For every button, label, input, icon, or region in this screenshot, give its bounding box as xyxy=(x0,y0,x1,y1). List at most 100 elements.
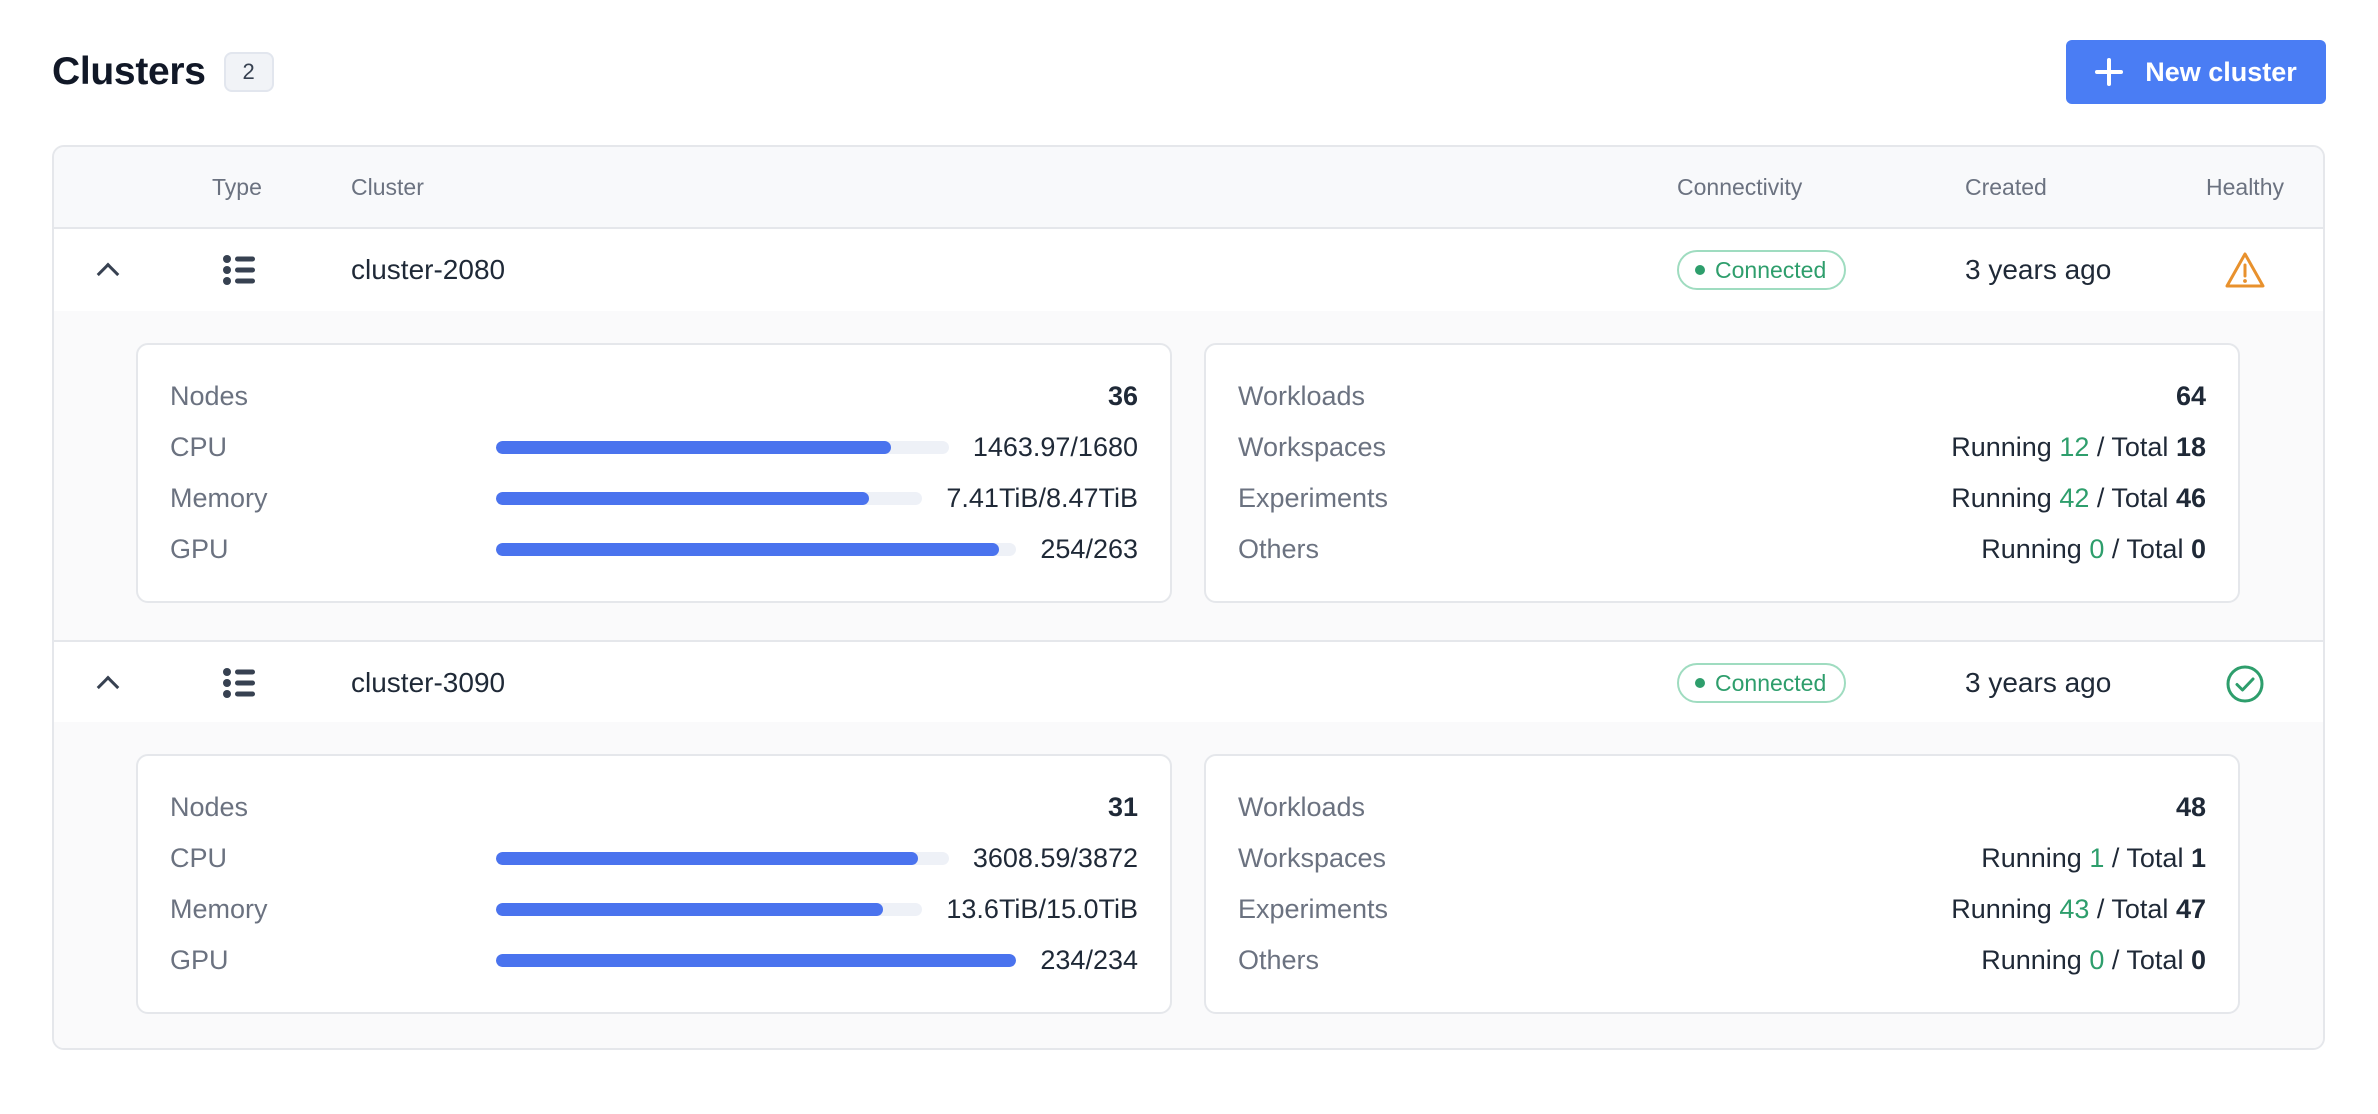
workspaces-label: Workspaces xyxy=(1238,842,1387,873)
connectivity-badge: Connected xyxy=(1677,663,1847,703)
running-count: 0 xyxy=(2089,533,2105,564)
cpu-value: 1463.97/1680 xyxy=(972,431,1138,462)
plus-icon xyxy=(2095,58,2124,86)
memory-value: 13.6TiB/15.0TiB xyxy=(946,893,1138,924)
running-count: 0 xyxy=(2089,944,2105,975)
running-label: Running xyxy=(1951,482,2052,513)
memory-bar-fill xyxy=(496,491,870,505)
cpu-label: CPU xyxy=(170,842,228,873)
others-value: Running 0 / Total 0 xyxy=(1981,945,2206,976)
gpu-usage: 234/234 xyxy=(496,940,1138,980)
nodes-value: 31 xyxy=(1107,791,1138,822)
running-label: Running xyxy=(1981,944,2082,975)
workspaces-label: Workspaces xyxy=(1238,431,1387,462)
cpu-row: CPU xyxy=(170,427,1138,467)
status-dot-icon xyxy=(1695,678,1705,688)
created-time: 3 years ago xyxy=(1965,667,2112,698)
cpu-value: 3608.59/3872 xyxy=(972,842,1138,873)
status-dot-icon xyxy=(1695,265,1705,275)
gpu-bar-track xyxy=(496,542,1017,556)
workload-panel: Workloads 48 Workspaces Running 1 / Tota… xyxy=(1204,754,2240,1014)
total-count: 0 xyxy=(2190,533,2206,564)
column-header-cluster: Cluster xyxy=(351,174,424,200)
table-row[interactable]: cluster-2080 Connected 3 years ago xyxy=(54,229,2323,311)
others-row: Others Running 0 / Total 0 xyxy=(1238,940,2206,980)
nodes-label: Nodes xyxy=(170,380,249,411)
cpu-bar-fill xyxy=(496,440,891,454)
cpu-bar-track xyxy=(496,440,949,454)
gpu-value: 254/263 xyxy=(1040,533,1138,564)
running-label: Running xyxy=(1951,893,2052,924)
page-title: Clusters xyxy=(52,50,206,93)
others-row: Others Running 0 / Total 0 xyxy=(1238,529,2206,569)
column-header-type: Type xyxy=(212,174,262,200)
total-label: / Total xyxy=(2096,893,2169,924)
table-row[interactable]: cluster-3090 Connected 3 years ago xyxy=(54,640,2323,722)
running-label: Running xyxy=(1951,431,2052,462)
cluster-name[interactable]: cluster-2080 xyxy=(351,254,506,285)
experiments-row: Experiments Running 43 / Total 47 xyxy=(1238,889,2206,929)
new-cluster-label: New cluster xyxy=(2145,56,2297,87)
workloads-label: Workloads xyxy=(1238,380,1366,411)
gpu-bar-fill xyxy=(496,953,1017,967)
memory-bar-track xyxy=(496,491,923,505)
nodes-row: Nodes 36 xyxy=(170,376,1138,416)
cpu-label: CPU xyxy=(170,431,228,462)
total-count: 47 xyxy=(2175,893,2206,924)
workloads-row: Workloads 64 xyxy=(1238,376,2206,416)
column-header-connectivity: Connectivity xyxy=(1677,174,1803,200)
clusters-table: Type Cluster Connectivity Created Health… xyxy=(52,145,2325,1050)
experiments-label: Experiments xyxy=(1238,893,1389,924)
gpu-value: 234/234 xyxy=(1040,944,1138,975)
cpu-usage: 1463.97/1680 xyxy=(496,427,1138,467)
workspaces-row: Workspaces Running 12 / Total 18 xyxy=(1238,427,2206,467)
workspaces-value: Running 12 / Total 18 xyxy=(1951,432,2206,463)
memory-label: Memory xyxy=(170,482,268,513)
running-count: 43 xyxy=(2059,893,2090,924)
warning-triangle-icon xyxy=(2225,252,2265,288)
gpu-row: GPU xyxy=(170,940,1138,980)
connectivity-label: Connected xyxy=(1715,256,1827,283)
gpu-usage: 254/263 xyxy=(496,529,1138,569)
workspaces-value: Running 1 / Total 1 xyxy=(1981,843,2206,874)
total-label: / Total xyxy=(2096,431,2169,462)
total-count: 1 xyxy=(2190,842,2206,873)
gpu-label: GPU xyxy=(170,533,229,564)
running-count: 12 xyxy=(2059,431,2090,462)
collapse-chevron-up-icon[interactable] xyxy=(88,250,128,290)
running-count: 1 xyxy=(2089,842,2105,873)
workspaces-row: Workspaces Running 1 / Total 1 xyxy=(1238,838,2206,878)
memory-label: Memory xyxy=(170,893,268,924)
workloads-value: 48 xyxy=(2175,791,2206,822)
total-count: 46 xyxy=(2175,482,2206,513)
memory-usage: 7.41TiB/8.47TiB xyxy=(496,478,1138,518)
check-circle-icon xyxy=(2226,665,2264,703)
total-label: / Total xyxy=(2111,842,2184,873)
connectivity-label: Connected xyxy=(1715,669,1827,696)
experiments-value: Running 42 / Total 46 xyxy=(1951,483,2206,514)
experiments-value: Running 43 / Total 47 xyxy=(1951,894,2206,925)
gpu-row: GPU xyxy=(170,529,1138,569)
list-icon xyxy=(223,668,255,698)
connectivity-badge: Connected xyxy=(1677,250,1847,290)
list-icon xyxy=(223,255,255,285)
others-label: Others xyxy=(1238,533,1320,564)
new-cluster-button[interactable]: New cluster xyxy=(2066,40,2326,104)
experiments-row: Experiments Running 42 / Total 46 xyxy=(1238,478,2206,518)
total-count: 0 xyxy=(2190,944,2206,975)
total-label: / Total xyxy=(2096,482,2169,513)
column-header-created: Created xyxy=(1965,174,2047,200)
cpu-bar-fill xyxy=(496,851,919,865)
cpu-row: CPU xyxy=(170,838,1138,878)
running-label: Running xyxy=(1981,533,2082,564)
cluster-name[interactable]: cluster-3090 xyxy=(351,667,506,698)
collapse-chevron-up-icon[interactable] xyxy=(88,663,128,703)
cluster-details: Nodes 31 CPU 3608.59/3872 Memory 13.6TiB… xyxy=(54,722,2323,1048)
gpu-label: GPU xyxy=(170,944,229,975)
column-header-healthy: Healthy xyxy=(2206,174,2284,200)
others-label: Others xyxy=(1238,944,1320,975)
memory-row: Memory xyxy=(170,478,1138,518)
memory-row: Memory xyxy=(170,889,1138,929)
total-label: / Total xyxy=(2111,533,2184,564)
workloads-label: Workloads xyxy=(1238,791,1366,822)
